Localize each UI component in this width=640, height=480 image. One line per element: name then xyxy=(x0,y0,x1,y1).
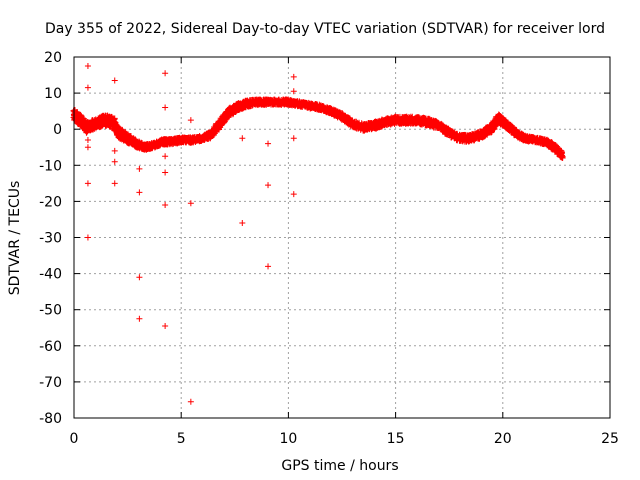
x-tick-label: 5 xyxy=(177,431,186,447)
outlier-point xyxy=(136,189,143,196)
x-tick-label: 25 xyxy=(601,431,619,447)
outlier-point xyxy=(111,147,118,154)
outlier-point xyxy=(265,140,272,147)
y-tick-label: -30 xyxy=(39,231,62,247)
outlier-point xyxy=(239,135,246,142)
outlier-point xyxy=(265,182,272,189)
outlier-point xyxy=(111,77,118,84)
outlier-point xyxy=(162,153,169,160)
y-tick-label: -80 xyxy=(39,411,62,427)
outlier-point xyxy=(162,322,169,329)
outlier-point xyxy=(239,220,246,227)
y-axis-label: SDTVAR / TECUs xyxy=(7,181,23,296)
x-tick-label: 10 xyxy=(279,431,297,447)
x-tick-label: 20 xyxy=(494,431,512,447)
y-tick-label: -50 xyxy=(39,303,62,319)
y-tick-label: -60 xyxy=(39,339,62,355)
outlier-point xyxy=(84,84,91,91)
outlier-point xyxy=(290,73,297,80)
x-tick-label: 15 xyxy=(387,431,405,447)
outlier-point xyxy=(290,135,297,142)
outlier-point xyxy=(162,169,169,176)
y-tick-label: -40 xyxy=(39,267,62,283)
outlier-point xyxy=(265,263,272,270)
outlier-point xyxy=(290,191,297,198)
outlier-point xyxy=(136,315,143,322)
outlier-point xyxy=(136,274,143,281)
outlier-point xyxy=(111,180,118,187)
y-tick-label: 10 xyxy=(44,86,62,102)
outlier-point xyxy=(162,202,169,209)
outlier-point xyxy=(84,137,91,144)
x-axis-label: GPS time / hours xyxy=(281,458,398,474)
outlier-point xyxy=(84,234,91,241)
y-tick-label: -20 xyxy=(39,194,62,210)
y-tick-label: -10 xyxy=(39,158,62,174)
outlier-point xyxy=(187,398,194,405)
outlier-point xyxy=(111,158,118,165)
data-points xyxy=(70,63,566,405)
y-tick-label: -70 xyxy=(39,375,62,391)
outlier-point xyxy=(187,117,194,124)
chart-title: Day 355 of 2022, Sidereal Day-to-day VTE… xyxy=(45,21,605,37)
outlier-point xyxy=(136,165,143,172)
outlier-point xyxy=(84,180,91,187)
outlier-point xyxy=(84,63,91,70)
outlier-point xyxy=(162,70,169,77)
outlier-point xyxy=(84,144,91,151)
x-tick-label: 0 xyxy=(70,431,79,447)
y-tick-label: 20 xyxy=(44,50,62,66)
outlier-point xyxy=(187,200,194,207)
y-tick-label: 0 xyxy=(53,122,62,138)
outlier-point xyxy=(162,104,169,111)
